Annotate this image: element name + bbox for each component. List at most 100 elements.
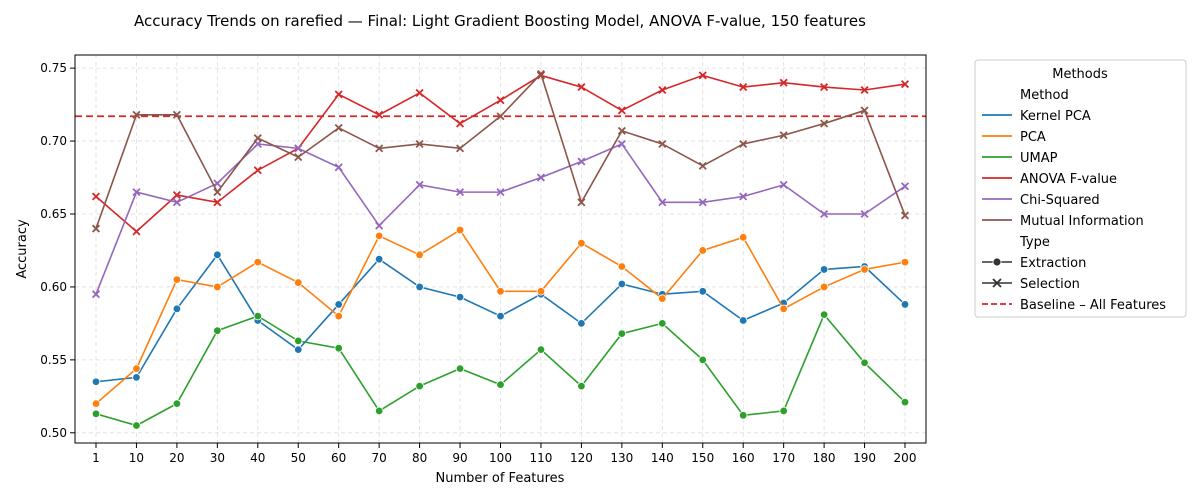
legend-entry-label: Mutual Information: [1020, 214, 1144, 229]
x-tick-label: 130: [610, 451, 633, 465]
x-axis-ticks: 1 10 20 30 40 50 60 70 80 90 100 110 120 130 140 150 160…: [92, 443, 916, 465]
x-tick-label: 180: [813, 451, 836, 465]
data-point-mutual-information: [860, 106, 869, 115]
x-tick-label: 200: [894, 451, 917, 465]
data-point-chi-squared: [91, 290, 101, 299]
legend-type-extraction-label: Extraction: [1020, 256, 1086, 271]
data-point-anova-f-value: [496, 96, 505, 105]
data-point-mutual-information: [456, 144, 465, 153]
x-tick-label: 190: [853, 451, 876, 465]
data-point-pca: [213, 282, 222, 292]
data-point-chi-squared: [456, 188, 465, 197]
series-umap: [91, 310, 910, 430]
data-point-kernel-pca: [819, 265, 829, 274]
x-tick-label: 40: [250, 451, 265, 465]
y-axis-ticks: 0.50 0.55 0.60 0.65 0.70 0.75: [40, 61, 75, 440]
x-tick-label: 30: [210, 451, 225, 465]
data-point-umap: [779, 406, 788, 416]
data-point-pca: [779, 304, 788, 314]
data-point-chi-squared: [739, 192, 748, 201]
legend-box: [974, 59, 1187, 318]
legend-type-extraction: Extraction: [982, 256, 1086, 271]
x-axis-label: Number of Features: [436, 471, 565, 486]
data-point-umap: [415, 381, 424, 391]
grid-lines: [75, 55, 926, 443]
x-tick-label: 160: [732, 451, 755, 465]
data-point-mutual-information: [415, 139, 424, 149]
data-point-umap: [334, 343, 343, 353]
y-axis-label: Accuracy: [15, 219, 30, 279]
data-point-anova-f-value: [91, 192, 101, 201]
data-point-pca: [334, 311, 343, 321]
data-point-anova-f-value: [698, 71, 707, 80]
data-point-chi-squared: [132, 188, 141, 197]
data-point-anova-f-value: [577, 83, 586, 92]
legend-type-header: Type: [1019, 235, 1050, 250]
data-point-umap: [658, 319, 667, 328]
x-tick-label: 140: [651, 451, 674, 465]
data-point-pca: [172, 275, 182, 284]
series-chi-squared: [91, 139, 910, 299]
data-point-kernel-pca: [132, 373, 141, 382]
data-point-umap: [253, 311, 262, 321]
legend-entry-label: UMAP: [1020, 151, 1058, 166]
series-mutual-information: [91, 69, 910, 233]
y-tick-label: 0.50: [40, 426, 67, 440]
x-tick-label: 10: [129, 451, 144, 465]
data-point-mutual-information: [213, 188, 222, 197]
data-point-anova-f-value: [334, 90, 343, 99]
legend-type-selection-label: Selection: [1020, 277, 1080, 292]
y-tick-label: 0.55: [40, 353, 67, 367]
data-point-umap: [617, 329, 627, 338]
data-point-umap: [294, 336, 303, 346]
x-tick-label: 120: [570, 451, 593, 465]
series-pca: [91, 225, 910, 408]
x-tick-label: 150: [691, 451, 714, 465]
data-point-chi-squared: [496, 188, 505, 197]
data-point-mutual-information: [375, 144, 384, 153]
data-point-chi-squared: [536, 173, 545, 182]
data-point-anova-f-value: [456, 119, 465, 128]
data-point-pca: [658, 294, 667, 303]
data-point-mutual-information: [334, 123, 343, 132]
data-point-pca: [698, 246, 707, 255]
data-point-mutual-information: [294, 153, 303, 162]
data-point-chi-squared: [213, 179, 222, 188]
y-tick-label: 0.70: [40, 134, 67, 148]
legend-entry-label: Chi-Squared: [1020, 193, 1100, 208]
data-point-mutual-information: [91, 224, 101, 233]
x-tick-label: 1: [92, 451, 100, 465]
data-point-anova-f-value: [617, 106, 626, 115]
data-point-anova-f-value: [820, 83, 829, 92]
legend-series-entries: Kernel PCA PCA UMAP ANOVA F-value Chi-Square…: [982, 109, 1144, 229]
series-kernel-pca: [91, 250, 910, 386]
data-point-anova-f-value: [779, 78, 788, 87]
x-tick-label: 70: [372, 451, 387, 465]
data-point-mutual-information: [172, 110, 181, 119]
data-point-mutual-information: [900, 211, 910, 220]
data-point-mutual-information: [496, 112, 505, 121]
data-point-umap: [172, 399, 182, 408]
y-tick-label: 0.65: [40, 207, 67, 221]
data-point-pca: [132, 364, 141, 373]
data-point-anova-f-value: [253, 166, 262, 175]
data-point-pca: [739, 233, 748, 242]
legend-entry-pca: PCA: [982, 130, 1046, 145]
series-layer: [91, 69, 910, 430]
legend-entry-kernel-pca: Kernel PCA: [982, 109, 1091, 124]
legend-baseline: Baseline – All Features: [982, 298, 1166, 313]
data-point-chi-squared: [617, 139, 626, 149]
data-point-mutual-information: [536, 69, 545, 78]
data-point-umap: [455, 364, 465, 373]
data-point-anova-f-value: [900, 80, 910, 89]
data-point-mutual-information: [253, 134, 262, 143]
x-tick-label: 90: [452, 451, 467, 465]
data-point-pca: [455, 225, 465, 235]
data-point-anova-f-value: [172, 190, 181, 200]
data-point-chi-squared: [294, 144, 303, 153]
legend-entry-umap: UMAP: [982, 151, 1058, 166]
x-tick-label: 100: [489, 451, 512, 465]
legend-entry-label: PCA: [1020, 130, 1046, 145]
data-point-chi-squared: [658, 198, 667, 207]
